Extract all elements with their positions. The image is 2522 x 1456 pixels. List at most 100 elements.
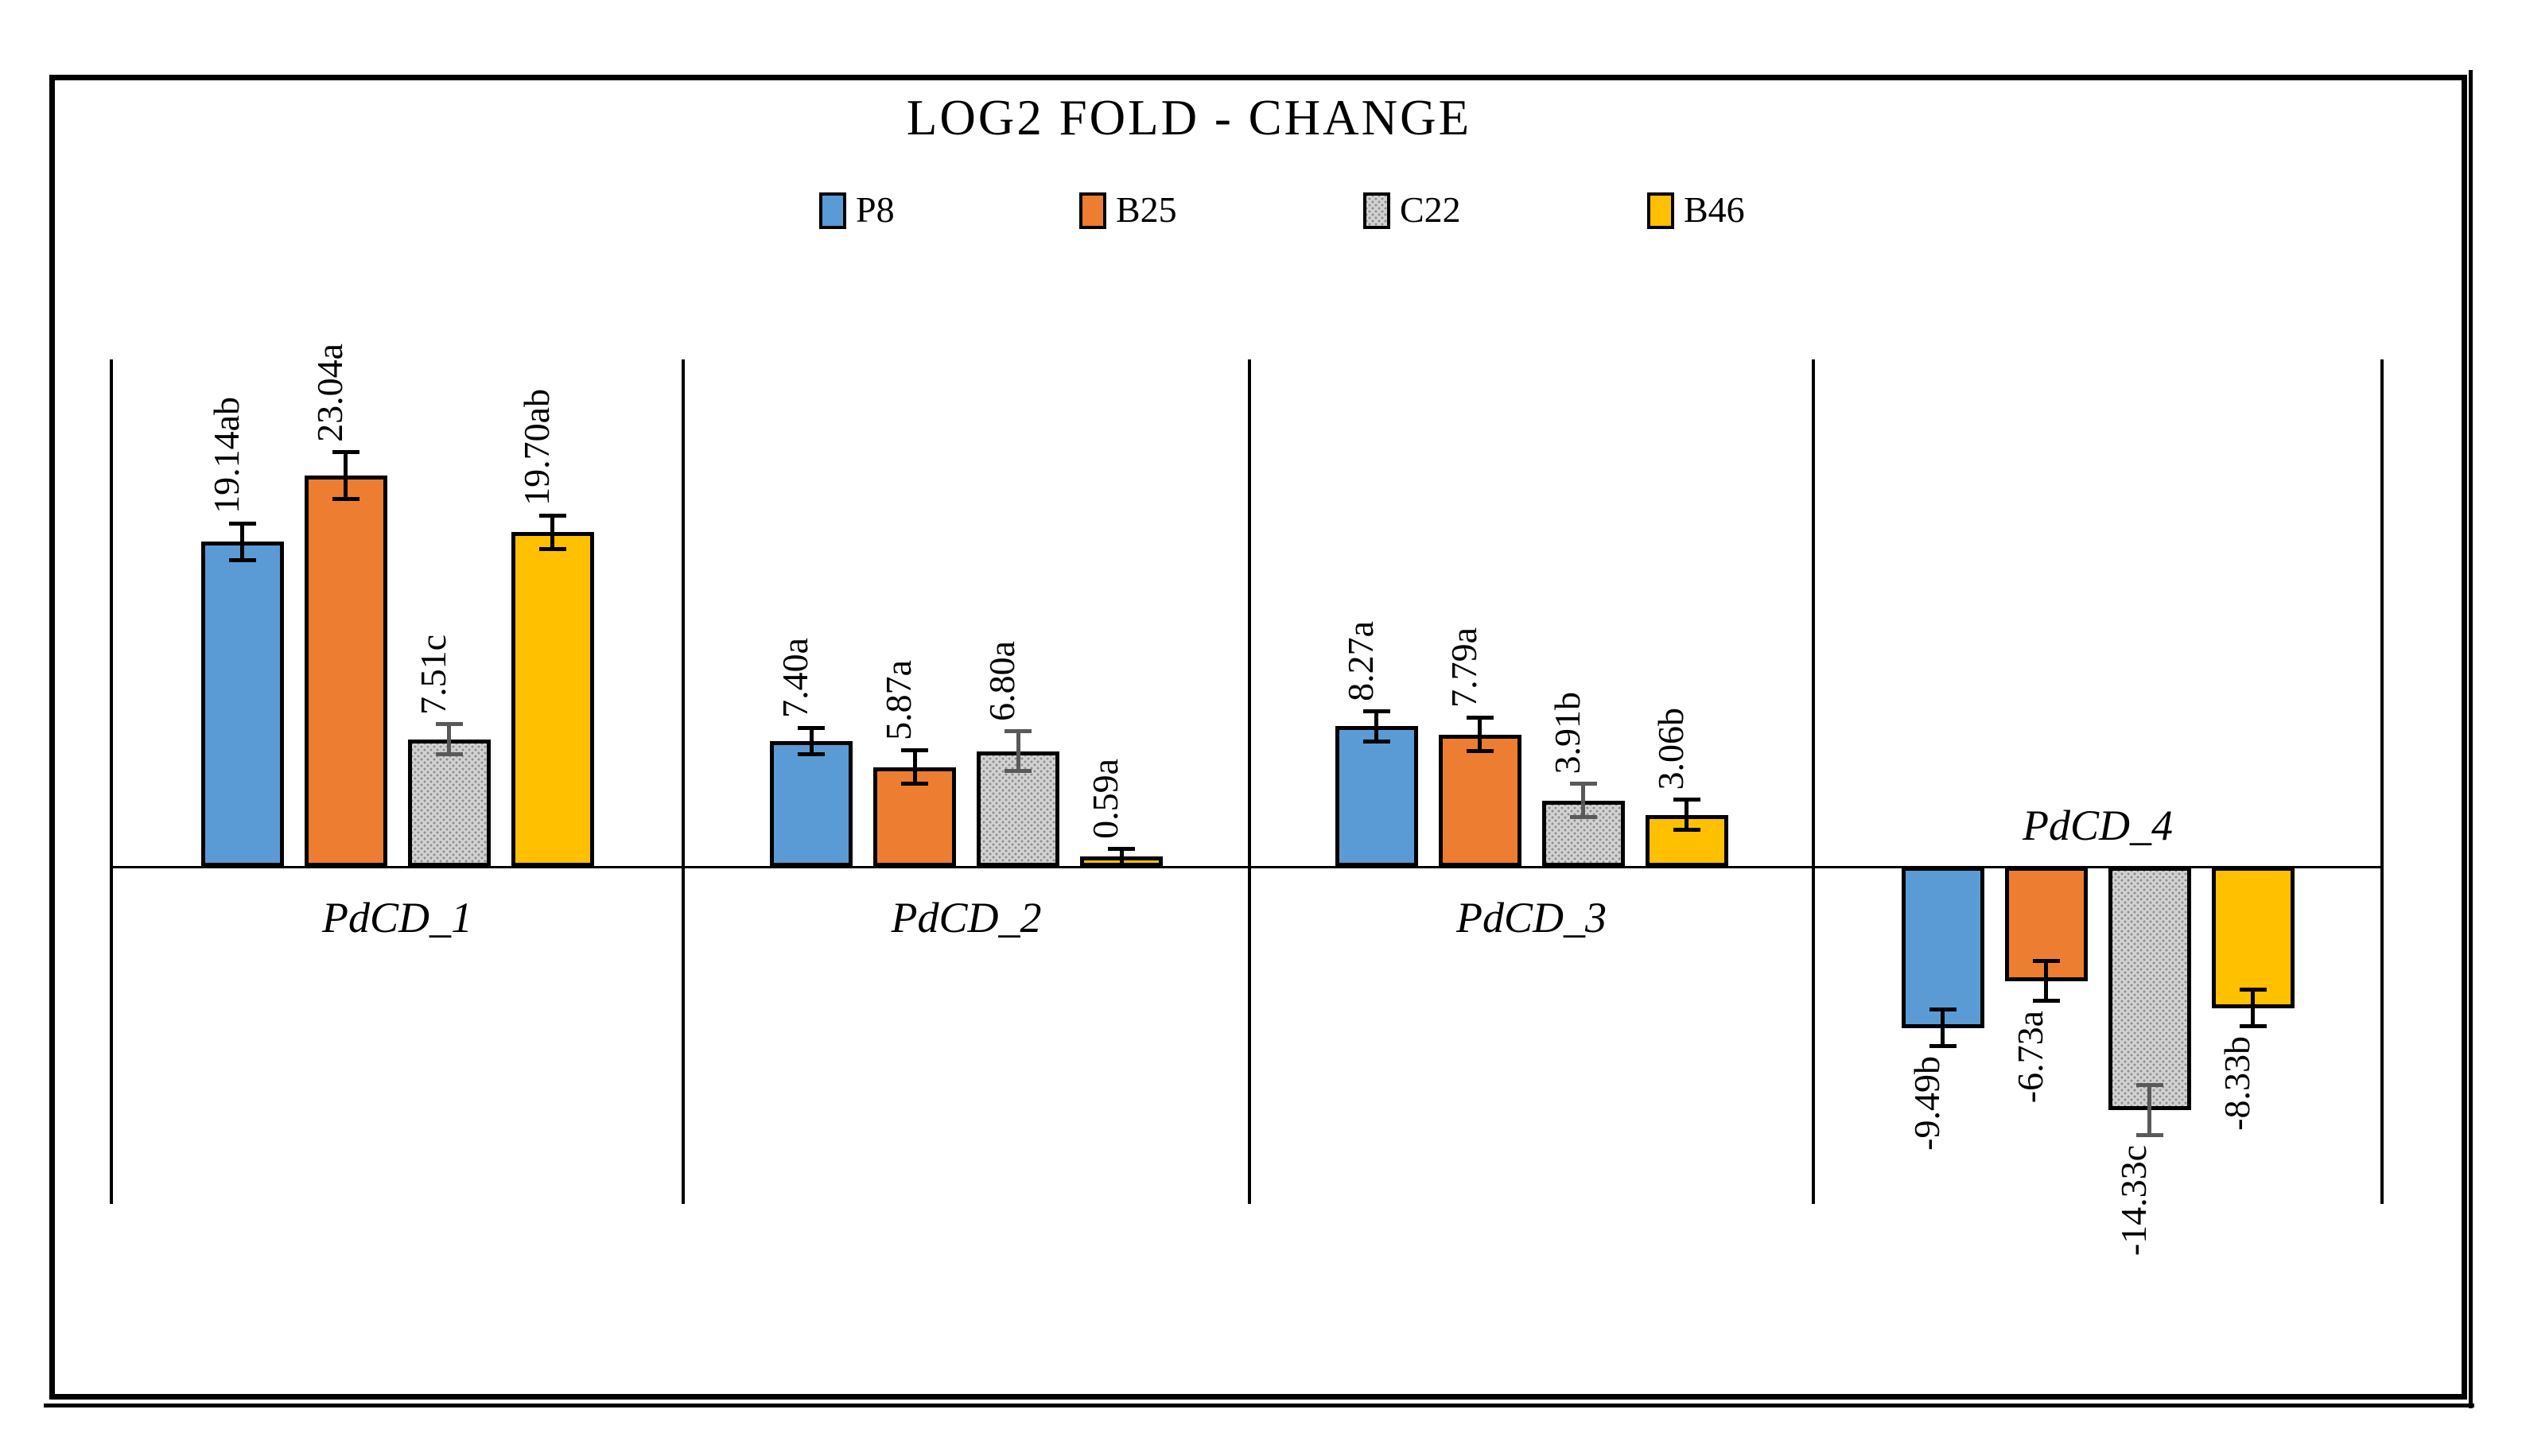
- bar-b25-pdcd_3: [1438, 734, 1521, 867]
- bar-b25-pdcd_4: [2004, 867, 2088, 981]
- error-bar-cap: [1569, 814, 1597, 819]
- error-bar-cap: [798, 752, 825, 757]
- legend-swatch-b46: [1647, 192, 1674, 229]
- value-label: 6.80a: [981, 641, 1022, 722]
- error-bar-cap: [538, 546, 566, 551]
- value-label: 3.06b: [1650, 707, 1691, 790]
- bar-b46-pdcd_3: [1645, 814, 1728, 867]
- value-label: 23.04a: [309, 344, 350, 443]
- error-bar: [2044, 961, 2048, 1002]
- figure-border: [49, 75, 2467, 1400]
- value-label: 7.51c: [412, 634, 453, 715]
- error-bar-cap: [2239, 1024, 2267, 1029]
- value-label: 8.27a: [1339, 621, 1381, 702]
- figure-shadow-right: [2469, 70, 2473, 1408]
- error-bar-cap: [1108, 846, 1135, 851]
- error-bar-cap: [435, 722, 463, 727]
- group-separator-line: [2380, 359, 2384, 1204]
- legend-label-b25: B25: [1116, 189, 1177, 230]
- error-bar-cap: [1929, 1044, 1957, 1049]
- legend-swatch-p8: [819, 192, 846, 229]
- value-label: -6.73a: [2009, 1011, 2050, 1104]
- value-label: -14.33c: [2112, 1144, 2154, 1256]
- bar-p8-pdcd_4: [1901, 867, 1984, 1028]
- value-label: -8.33b: [2216, 1036, 2257, 1132]
- error-bar: [550, 515, 554, 549]
- error-bar-cap: [228, 521, 256, 526]
- error-bar: [1685, 799, 1688, 830]
- value-label: -9.49b: [1906, 1056, 1947, 1151]
- error-bar: [912, 750, 917, 784]
- error-bar-cap: [1569, 782, 1597, 786]
- error-bar-cap: [901, 782, 928, 786]
- error-bar: [809, 727, 814, 755]
- error-bar: [1581, 783, 1585, 817]
- bar-c22-pdcd_1: [407, 739, 491, 867]
- error-bar-cap: [332, 496, 359, 501]
- chart-title: LOG2 FOLD - CHANGE: [906, 90, 1472, 146]
- error-bar-cap: [798, 725, 825, 730]
- error-bar: [2147, 1084, 2151, 1136]
- legend-label-p8: P8: [856, 189, 895, 230]
- error-bar-cap: [1466, 749, 1494, 754]
- legend-swatch-b25: [1079, 192, 1106, 229]
- legend-label-b46: B46: [1684, 189, 1745, 230]
- category-label-pdcd_1: PdCD_1: [322, 894, 472, 942]
- error-bar: [447, 724, 451, 755]
- category-label-pdcd_3: PdCD_3: [1456, 894, 1607, 942]
- category-label-pdcd_4: PdCD_4: [2023, 802, 2173, 849]
- bar-c22-pdcd_4: [2108, 867, 2191, 1110]
- bar-b25-pdcd_1: [304, 476, 387, 867]
- error-bar: [1941, 1009, 1945, 1047]
- legend-label-c22: C22: [1400, 189, 1461, 230]
- group-separator-line: [1812, 359, 1815, 1204]
- error-bar: [2251, 989, 2255, 1027]
- bar-p8-pdcd_2: [770, 741, 853, 867]
- value-label: 0.59a: [1085, 758, 1125, 839]
- legend-swatch-c22: [1363, 192, 1390, 229]
- value-label: 3.91b: [1546, 691, 1587, 775]
- group-separator-line: [110, 359, 113, 1204]
- value-label: 7.79a: [1443, 627, 1484, 709]
- error-bar-cap: [2032, 999, 2060, 1004]
- category-label-pdcd_2: PdCD_2: [891, 894, 1042, 942]
- figure-shadow-bottom: [44, 1404, 2474, 1407]
- value-label: 7.40a: [775, 638, 815, 718]
- error-bar-cap: [2135, 1132, 2163, 1137]
- error-bar-cap: [1673, 827, 1700, 832]
- error-bar: [1478, 717, 1482, 752]
- error-bar-cap: [1362, 709, 1390, 714]
- error-bar-cap: [1466, 716, 1494, 720]
- error-bar-cap: [538, 514, 566, 518]
- error-bar: [240, 522, 244, 561]
- error-bar-cap: [901, 748, 928, 753]
- value-label: 19.70ab: [515, 389, 557, 507]
- error-bar-cap: [435, 751, 463, 756]
- error-bar: [344, 452, 348, 499]
- error-bar-cap: [332, 450, 359, 455]
- bar-p8-pdcd_1: [200, 542, 284, 867]
- error-bar-cap: [1005, 769, 1032, 774]
- error-bar-cap: [2239, 988, 2267, 992]
- error-bar-cap: [1108, 863, 1135, 868]
- error-bar-cap: [228, 557, 256, 562]
- group-separator-line: [1248, 359, 1251, 1204]
- error-bar-cap: [1673, 798, 1700, 802]
- error-bar: [1119, 848, 1124, 866]
- group-separator-line: [682, 359, 685, 1204]
- error-bar-cap: [1929, 1008, 1957, 1012]
- error-bar-cap: [2135, 1082, 2163, 1087]
- value-label: 19.14ab: [205, 396, 247, 514]
- error-bar-cap: [2032, 959, 2060, 964]
- value-label: 5.87a: [878, 660, 919, 741]
- bar-b46-pdcd_1: [511, 532, 594, 867]
- bar-p8-pdcd_3: [1335, 726, 1418, 867]
- error-bar-cap: [1005, 729, 1032, 734]
- error-bar: [1016, 731, 1020, 772]
- error-bar: [1374, 711, 1378, 742]
- x-axis-baseline: [111, 866, 2382, 868]
- error-bar-cap: [1362, 739, 1390, 744]
- bar-b46-pdcd_4: [2211, 867, 2295, 1008]
- bar-c22-pdcd_2: [977, 751, 1059, 867]
